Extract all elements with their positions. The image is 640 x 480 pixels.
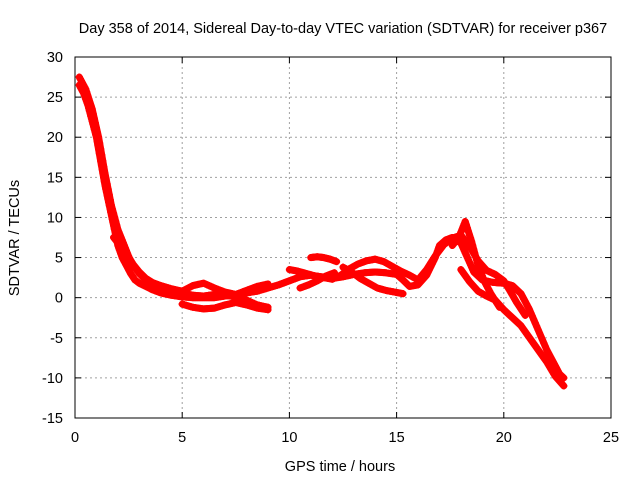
data-point-marker	[100, 163, 108, 171]
y-tick-label: 10	[47, 210, 63, 226]
data-point-marker	[471, 250, 479, 258]
data-point-marker	[82, 85, 90, 93]
data-point-marker	[92, 124, 100, 132]
data-point-marker	[101, 169, 109, 177]
data-point-marker	[470, 246, 478, 254]
data-point-marker	[107, 201, 115, 209]
data-point-marker	[521, 311, 529, 319]
data-point-marker	[98, 151, 106, 159]
data-point-marker	[88, 105, 96, 113]
data-point-marker	[90, 115, 98, 123]
series-track-g	[307, 253, 341, 266]
data-point-marker	[103, 180, 111, 188]
data-point-marker	[264, 280, 272, 288]
data-point-marker	[461, 217, 469, 225]
data-point-marker	[465, 231, 473, 239]
series-track-d	[178, 298, 272, 314]
data-point-marker	[560, 374, 568, 382]
x-tick-label: 10	[281, 430, 297, 446]
x-axis-label: GPS time / hours	[285, 459, 395, 475]
data-point-marker	[264, 306, 272, 314]
data-point-marker	[105, 191, 113, 199]
x-tick-label: 20	[496, 430, 512, 446]
x-tick-label: 15	[389, 430, 405, 446]
y-tick-label: 25	[47, 90, 63, 106]
data-point-marker	[473, 258, 481, 266]
data-point-marker	[399, 290, 407, 298]
data-point-marker	[112, 217, 120, 225]
data-point-marker	[467, 234, 475, 242]
data-point-marker	[83, 88, 91, 96]
series-track-h	[339, 263, 407, 298]
data-point-marker	[333, 258, 341, 266]
y-axis-ticks: -15 -10 -5 0 5 10 15 20 25 30	[42, 50, 611, 427]
y-tick-label: 30	[47, 50, 63, 66]
data-point-marker	[468, 238, 476, 246]
y-tick-label: -5	[50, 331, 63, 347]
y-axis-label: SDTVAR / TECUs	[7, 180, 23, 296]
series-track-c	[110, 234, 272, 298]
data-point-marker	[104, 185, 112, 193]
data-point-marker	[113, 221, 121, 229]
data-point-marker	[89, 110, 97, 118]
y-tick-label: 0	[55, 291, 63, 307]
data-point-marker	[330, 269, 338, 277]
y-tick-label: 20	[47, 130, 63, 146]
data-point-marker	[95, 133, 103, 141]
data-point-marker	[97, 145, 105, 153]
y-tick-label: 5	[55, 251, 63, 267]
x-tick-label: 0	[71, 430, 79, 446]
data-point-marker	[109, 205, 117, 213]
chart-title: Day 358 of 2014, Sidereal Day-to-day VTE…	[79, 21, 607, 37]
series-track-f	[296, 269, 338, 292]
x-axis-ticks: 0 5 10 15 20 25	[71, 57, 619, 446]
data-point-marker	[560, 382, 568, 390]
data-marks	[75, 73, 568, 390]
data-point-marker	[91, 119, 99, 127]
x-tick-label: 25	[603, 430, 619, 446]
data-point-marker	[86, 98, 94, 106]
data-point-marker	[96, 139, 104, 147]
data-point-marker	[110, 209, 118, 217]
x-tick-label: 5	[178, 430, 186, 446]
data-point-marker	[102, 175, 110, 183]
data-point-marker	[463, 224, 471, 232]
plot-frame	[74, 56, 612, 419]
data-point-marker	[111, 213, 119, 221]
y-tick-label: -10	[42, 371, 63, 387]
data-point-marker	[84, 92, 92, 100]
data-point-marker	[99, 157, 107, 165]
data-point-marker	[462, 221, 470, 229]
data-point-marker	[87, 102, 95, 110]
series-track-j	[457, 266, 568, 390]
data-point-marker	[469, 242, 477, 250]
data-point-marker	[472, 254, 480, 262]
data-point-marker	[464, 227, 472, 235]
y-tick-label: -15	[42, 411, 63, 427]
y-tick-label: 15	[47, 170, 63, 186]
data-point-marker	[94, 129, 102, 137]
data-point-marker	[106, 196, 114, 204]
data-point-marker	[85, 95, 93, 103]
